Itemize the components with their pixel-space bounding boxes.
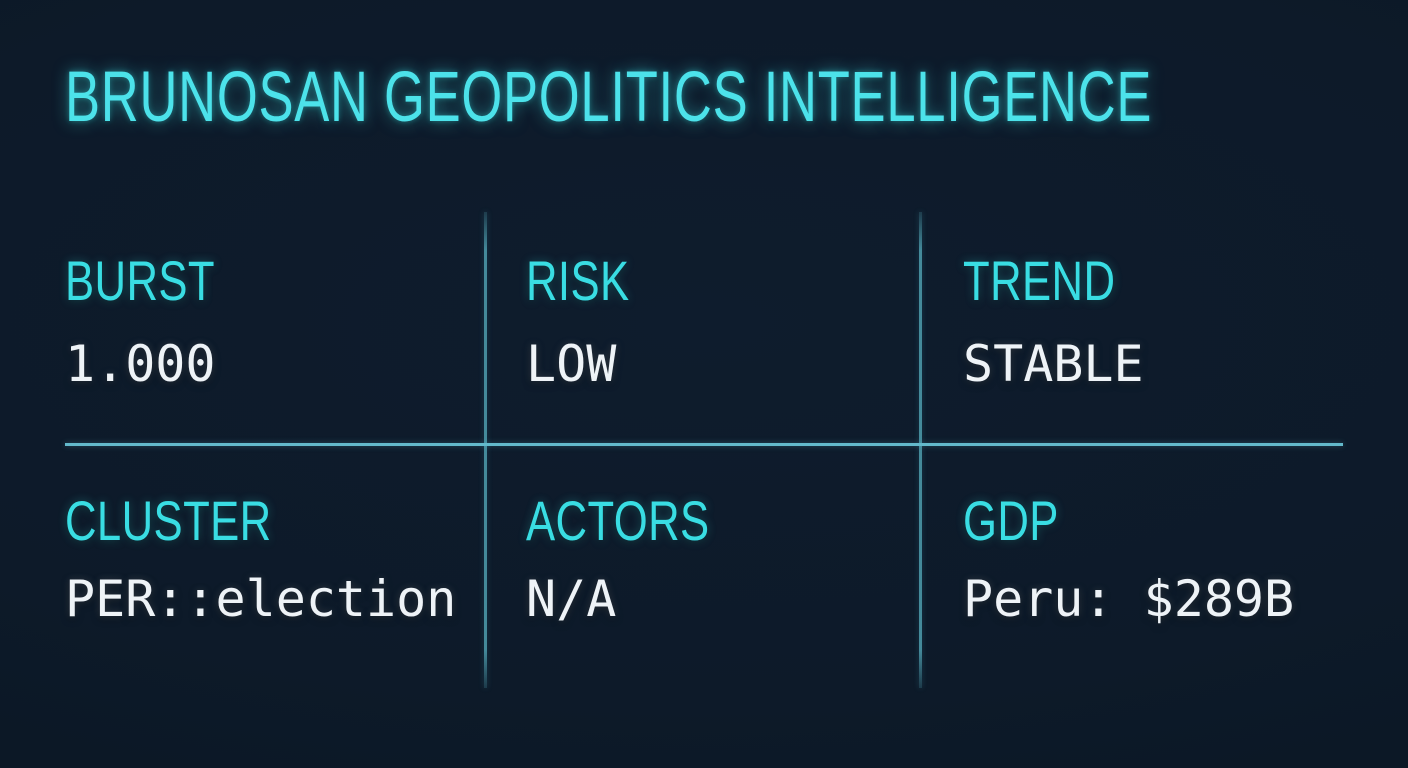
grid-horizontal-divider [65, 443, 1343, 446]
grid-vertical-divider-right [919, 212, 922, 688]
page-title-text: BRUNOSAN GEOPOLITICS INTELLIGENCE [65, 58, 1153, 137]
metric-value-burst: 1.000 [65, 335, 216, 393]
grid-vertical-divider-left [484, 212, 487, 688]
metric-value-gdp: Peru: $289B [963, 570, 1295, 628]
metric-label-actors: ACTORS [526, 489, 710, 552]
metric-value-risk: LOW [526, 335, 617, 393]
page-title: BRUNOSAN GEOPOLITICS INTELLIGENCE [65, 62, 1408, 133]
metric-label-burst: BURST [65, 249, 215, 312]
metric-value-actors: N/A [526, 570, 617, 628]
metric-label-trend: TREND [963, 249, 1116, 312]
metric-label-risk: RISK [526, 249, 630, 312]
metric-label-gdp: GDP [963, 489, 1059, 552]
metric-value-trend: STABLE [963, 335, 1144, 393]
metric-value-cluster: PER::election [65, 570, 457, 628]
metric-label-cluster: CLUSTER [65, 489, 272, 552]
